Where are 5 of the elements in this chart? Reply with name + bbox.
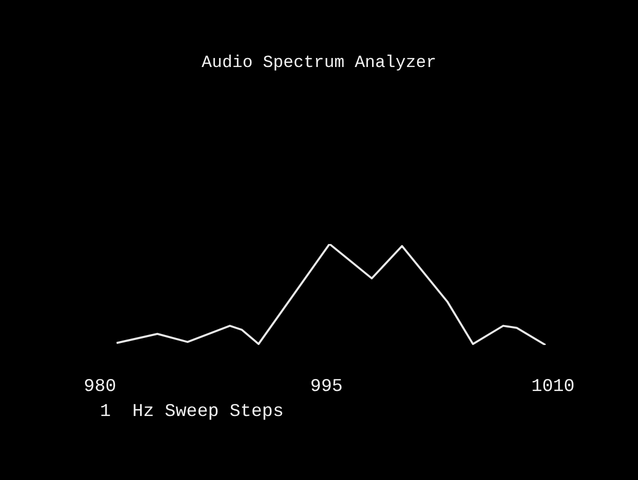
x-tick-label: 1010 [531, 376, 575, 397]
x-tick-label: 995 [310, 376, 343, 397]
x-axis-title: 1 Hz Sweep Steps [100, 402, 284, 422]
x-tick-label: 980 [84, 376, 116, 397]
chart-title: Audio Spectrum Analyzer [200, 54, 438, 73]
